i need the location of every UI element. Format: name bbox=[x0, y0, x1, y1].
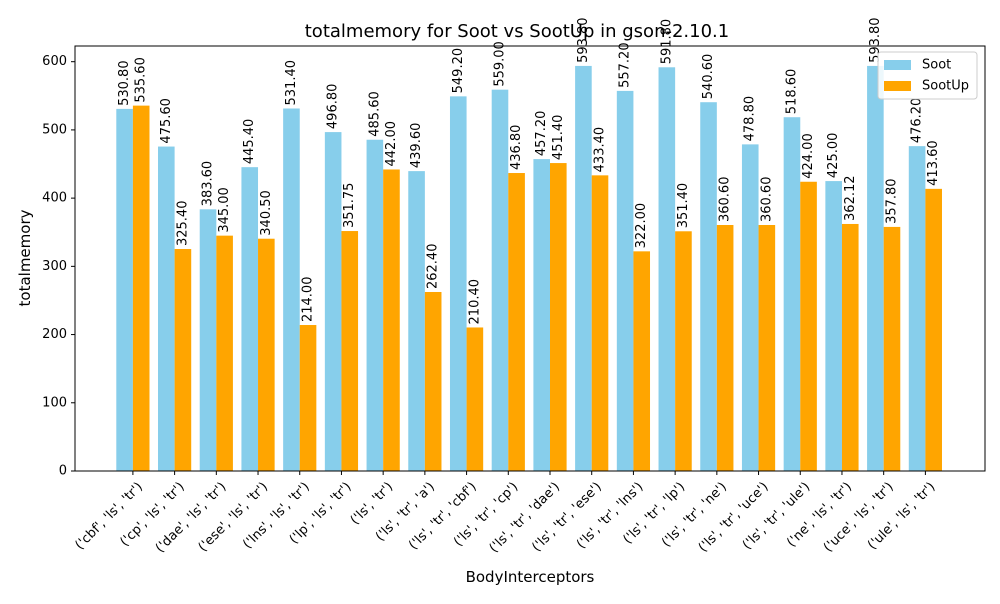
data-label: 425.00 bbox=[826, 133, 841, 179]
data-label: 433.40 bbox=[593, 127, 608, 173]
bar-sootup-2 bbox=[216, 235, 233, 471]
y-tick-label: 300 bbox=[42, 259, 67, 274]
data-label: 518.60 bbox=[784, 69, 799, 115]
y-tick-label: 200 bbox=[42, 327, 67, 342]
y-axis-label: totalmemory bbox=[16, 209, 34, 306]
data-label: 593.80 bbox=[868, 17, 883, 63]
data-label: 593.80 bbox=[576, 17, 591, 63]
bar-sootup-12 bbox=[633, 251, 651, 471]
bar-soot-2 bbox=[199, 209, 217, 471]
data-label: 413.60 bbox=[926, 140, 941, 186]
data-label: 424.00 bbox=[801, 133, 816, 179]
data-label: 549.20 bbox=[451, 48, 466, 94]
data-label: 360.60 bbox=[759, 177, 774, 223]
legend-label-sootup: SootUp bbox=[922, 79, 969, 94]
data-label: 345.00 bbox=[217, 187, 232, 233]
bar-sootup-9 bbox=[508, 173, 525, 472]
y-tick-label: 400 bbox=[42, 191, 67, 206]
bar-sootup-1 bbox=[174, 249, 192, 471]
bar-sootup-5 bbox=[341, 231, 359, 471]
data-label: 457.20 bbox=[534, 111, 549, 157]
bar-soot-3 bbox=[241, 167, 259, 471]
bar-sootup-14 bbox=[716, 225, 734, 471]
data-label: 591.80 bbox=[659, 19, 674, 65]
data-label: 559.00 bbox=[492, 41, 507, 87]
bar-sootup-13 bbox=[675, 231, 692, 471]
bar-soot-10 bbox=[533, 159, 550, 471]
data-label: 340.50 bbox=[259, 190, 274, 236]
data-label: 360.60 bbox=[718, 177, 733, 223]
data-label: 214.00 bbox=[301, 277, 316, 323]
bar-soot-0 bbox=[116, 108, 133, 471]
data-label: 531.40 bbox=[284, 60, 299, 106]
bar-sootup-7 bbox=[424, 291, 442, 471]
bar-soot-18 bbox=[867, 65, 884, 472]
bar-sootup-0 bbox=[132, 105, 150, 471]
data-label: 540.60 bbox=[701, 54, 716, 100]
bar-soot-7 bbox=[408, 171, 425, 471]
data-label: 436.80 bbox=[509, 125, 524, 171]
data-label: 445.40 bbox=[242, 119, 257, 164]
bar-soot-15 bbox=[741, 144, 759, 471]
legend-label-soot: Soot bbox=[922, 58, 951, 73]
legend: Soot SootUp bbox=[877, 51, 978, 100]
bar-sootup-6 bbox=[383, 169, 400, 472]
bar-soot-14 bbox=[700, 102, 717, 471]
data-label: 442.00 bbox=[384, 121, 399, 167]
bar-sootup-4 bbox=[299, 325, 317, 471]
bar-soot-1 bbox=[158, 146, 175, 471]
bar-soot-17 bbox=[825, 181, 842, 471]
data-label: 322.00 bbox=[634, 203, 649, 249]
bar-sootup-3 bbox=[258, 238, 275, 471]
bar-sootup-18 bbox=[883, 226, 901, 471]
data-label: 478.80 bbox=[743, 96, 758, 142]
bar-soot-5 bbox=[324, 132, 342, 471]
bar-sootup-19 bbox=[925, 188, 942, 471]
chart-title: totalmemory for Soot vs SootUp in gson-2… bbox=[305, 21, 729, 42]
bar-sootup-17 bbox=[841, 223, 859, 471]
data-label: 383.60 bbox=[201, 161, 216, 207]
data-label: 357.80 bbox=[884, 178, 899, 224]
data-label: 496.80 bbox=[326, 84, 341, 130]
data-label: 351.40 bbox=[676, 183, 691, 229]
bar-sootup-11 bbox=[591, 175, 609, 471]
bar-sootup-16 bbox=[800, 181, 817, 472]
bar-soot-12 bbox=[616, 90, 634, 472]
bar-soot-8 bbox=[449, 96, 467, 472]
bar-soot-9 bbox=[491, 89, 509, 471]
y-tick-label: 500 bbox=[42, 122, 67, 137]
bar-sootup-8 bbox=[466, 327, 484, 471]
data-label: 535.60 bbox=[134, 57, 149, 103]
data-label: 362.12 bbox=[843, 175, 858, 221]
data-label: 210.40 bbox=[467, 279, 482, 325]
bar-soot-19 bbox=[908, 146, 926, 471]
y-tick-label: 100 bbox=[42, 395, 67, 410]
data-label: 475.60 bbox=[159, 98, 174, 144]
y-tick-label: 0 bbox=[59, 464, 67, 479]
axes-frame bbox=[74, 45, 986, 472]
data-label: 325.40 bbox=[175, 201, 190, 247]
bar-soot-11 bbox=[575, 65, 592, 472]
bar-soot-16 bbox=[783, 117, 801, 471]
bar-sootup-10 bbox=[550, 163, 567, 471]
bar-soot-6 bbox=[366, 139, 384, 472]
data-label: 485.60 bbox=[367, 91, 382, 137]
data-label: 557.20 bbox=[618, 42, 633, 88]
data-label: 476.20 bbox=[910, 98, 925, 144]
bar-soot-13 bbox=[658, 67, 676, 471]
y-tick-label: 600 bbox=[42, 54, 67, 69]
data-label: 530.80 bbox=[117, 60, 132, 106]
data-label: 351.75 bbox=[342, 183, 357, 229]
x-axis-label: BodyInterceptors bbox=[466, 568, 595, 586]
data-label: 262.40 bbox=[426, 243, 441, 289]
data-label: 439.60 bbox=[409, 123, 424, 169]
bar-sootup-15 bbox=[758, 225, 776, 471]
legend-swatch-soot bbox=[884, 60, 911, 70]
data-label: 451.40 bbox=[551, 115, 566, 161]
bar-soot-4 bbox=[283, 108, 300, 471]
plot-area: 530.80 475.60 383.60 445.40 531.40 496.80 485.… bbox=[42, 17, 986, 556]
legend-swatch-sootup bbox=[884, 81, 911, 91]
